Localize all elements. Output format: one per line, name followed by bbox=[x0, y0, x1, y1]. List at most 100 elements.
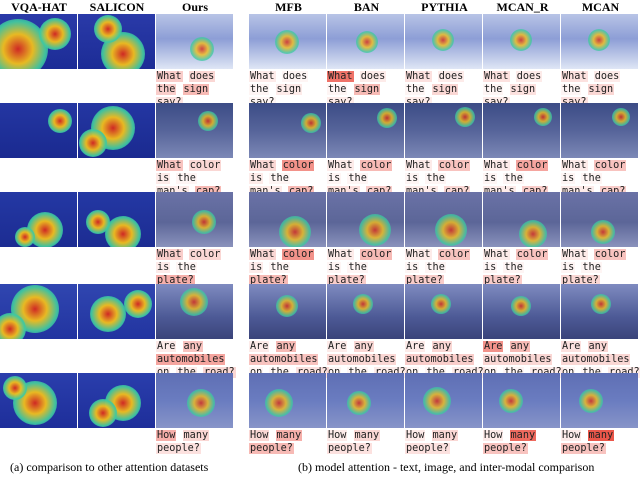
question-line: What color bbox=[327, 159, 405, 172]
question-line: is the bbox=[405, 261, 483, 274]
question-line: man's cap? bbox=[405, 185, 483, 198]
question-word: automobiles bbox=[561, 354, 631, 365]
question-line: What color bbox=[561, 159, 639, 172]
question-word: any bbox=[353, 341, 374, 352]
question-line: people? bbox=[561, 442, 639, 455]
question-word: say? bbox=[561, 97, 588, 108]
question-word: What bbox=[561, 160, 588, 171]
question-line: people? bbox=[483, 442, 561, 455]
column-header: PYTHIA bbox=[421, 0, 468, 14]
question-line: is the bbox=[561, 261, 639, 274]
question-word: What bbox=[249, 160, 276, 171]
question-word: plate? bbox=[483, 275, 522, 286]
question-line: plate? bbox=[249, 274, 327, 287]
heat-spot bbox=[612, 108, 630, 126]
question-word: the bbox=[269, 367, 290, 378]
question-word: is bbox=[561, 173, 576, 184]
attention-overlay-image bbox=[405, 14, 482, 69]
question-word: man's bbox=[483, 186, 516, 197]
attention-map bbox=[0, 284, 77, 339]
question-line: is the bbox=[561, 172, 639, 185]
question-line: automobiles bbox=[327, 353, 405, 366]
question-word: automobiles bbox=[405, 354, 475, 365]
question-word: any bbox=[509, 341, 530, 352]
heat-spot bbox=[124, 290, 152, 318]
heat-spot bbox=[435, 214, 467, 246]
attention-overlay-image bbox=[561, 103, 638, 158]
question-line: Are any bbox=[483, 340, 561, 353]
attention-overlay-image bbox=[249, 192, 326, 247]
question-word: is bbox=[483, 262, 498, 273]
attention-overlay-image bbox=[156, 192, 233, 247]
heat-spot bbox=[90, 296, 126, 332]
question-word: What bbox=[561, 71, 588, 82]
question-word: people? bbox=[156, 443, 201, 454]
question-word: color bbox=[515, 249, 549, 260]
question-word: cap? bbox=[287, 186, 315, 197]
question-word: say? bbox=[327, 97, 354, 108]
heat-spot bbox=[94, 15, 122, 43]
question-word: is bbox=[156, 262, 171, 273]
attention-overlay-image bbox=[405, 103, 482, 158]
question-word: on bbox=[249, 367, 264, 378]
attention-map bbox=[78, 284, 155, 339]
question-text-model: Are anyautomobileson the road? bbox=[483, 340, 563, 379]
attention-overlay-image bbox=[156, 103, 233, 158]
question-text-model: What color is the plate? bbox=[405, 248, 483, 287]
question-word: on bbox=[156, 367, 171, 378]
question-text-model: What color is the plate? bbox=[249, 248, 327, 287]
question-word: many bbox=[275, 430, 303, 441]
question-word: color bbox=[437, 249, 471, 260]
question-word: What bbox=[483, 71, 510, 82]
question-line: What color bbox=[561, 248, 639, 261]
question-word: automobiles bbox=[483, 354, 553, 365]
question-line: Are any bbox=[327, 340, 405, 353]
question-word: many bbox=[587, 430, 615, 441]
attention-map bbox=[78, 373, 155, 428]
question-word: What bbox=[483, 160, 510, 171]
question-word: any bbox=[587, 341, 608, 352]
question-line: plate? bbox=[483, 274, 561, 287]
question-line: plate? bbox=[405, 274, 483, 287]
attention-overlay-image bbox=[483, 103, 560, 158]
question-word: the bbox=[347, 262, 368, 273]
question-text-ours: How many people? bbox=[156, 429, 234, 455]
attention-overlay-image bbox=[327, 373, 404, 428]
question-text-model: How many people? bbox=[327, 429, 405, 455]
question-word: What bbox=[405, 71, 432, 82]
question-line: automobiles bbox=[156, 353, 234, 366]
attention-overlay-image bbox=[327, 14, 404, 69]
question-word: color bbox=[281, 249, 315, 260]
attention-map bbox=[0, 192, 77, 247]
heat-spot bbox=[579, 389, 603, 413]
question-line: say? bbox=[405, 96, 483, 109]
question-line: the sign bbox=[561, 83, 639, 96]
question-word: any bbox=[182, 341, 203, 352]
question-line: automobiles bbox=[249, 353, 327, 366]
question-word: How bbox=[249, 430, 270, 441]
question-word: What bbox=[405, 160, 432, 171]
attention-overlay-image bbox=[156, 373, 233, 428]
question-word: color bbox=[593, 249, 627, 260]
question-line: man's cap? bbox=[327, 185, 405, 198]
question-line: plate? bbox=[327, 274, 405, 287]
question-word: does bbox=[359, 71, 387, 82]
question-word: the bbox=[405, 84, 426, 95]
question-line: What does bbox=[249, 70, 327, 83]
heat-spot bbox=[79, 129, 107, 157]
question-line: What color bbox=[483, 159, 561, 172]
question-word: people? bbox=[405, 443, 450, 454]
question-word: How bbox=[156, 430, 177, 441]
question-word: sign bbox=[587, 84, 615, 95]
question-word: road? bbox=[373, 367, 407, 378]
caption-right: (b) model attention - text, image, and i… bbox=[298, 460, 595, 474]
question-word: sign bbox=[431, 84, 459, 95]
question-word: color bbox=[281, 160, 315, 171]
attention-overlay-image bbox=[483, 192, 560, 247]
question-word: How bbox=[561, 430, 582, 441]
attention-overlay-image bbox=[249, 14, 326, 69]
